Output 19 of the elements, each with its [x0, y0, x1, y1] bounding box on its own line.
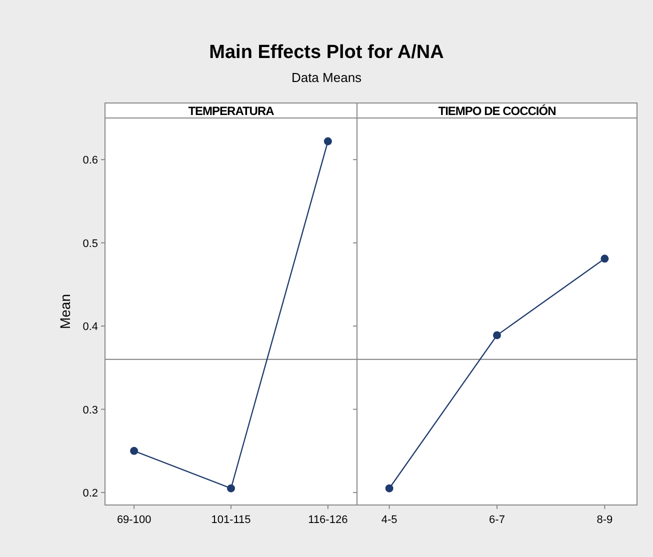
y-tick-label: 0.4	[82, 321, 98, 334]
y-tick-label: 0.2	[82, 488, 98, 500]
point	[324, 137, 332, 146]
point	[130, 446, 138, 455]
x-tick-label: 116-126	[308, 514, 348, 526]
text: Data Means	[291, 70, 362, 85]
y-tick-label: 0.5	[82, 238, 98, 250]
y-tick-label: 0.6	[82, 154, 98, 167]
x-tick-label: 101-115	[211, 514, 251, 526]
x-tick-label: 4-5	[381, 514, 398, 526]
y-axis-title: Mean	[57, 294, 73, 330]
y-tick-label: 0.3	[82, 404, 98, 416]
x-tick-label: 6-7	[489, 514, 505, 526]
point	[227, 484, 235, 492]
text: Main Effects Plot for A/NA	[209, 42, 444, 63]
x-tick-label: 8-9	[596, 514, 613, 526]
chart-title: TEMPERATURA	[188, 104, 275, 118]
x-tick-label: 69-100	[116, 514, 152, 526]
chart-title: TIEMPO DE COCCIÓN	[438, 104, 556, 118]
